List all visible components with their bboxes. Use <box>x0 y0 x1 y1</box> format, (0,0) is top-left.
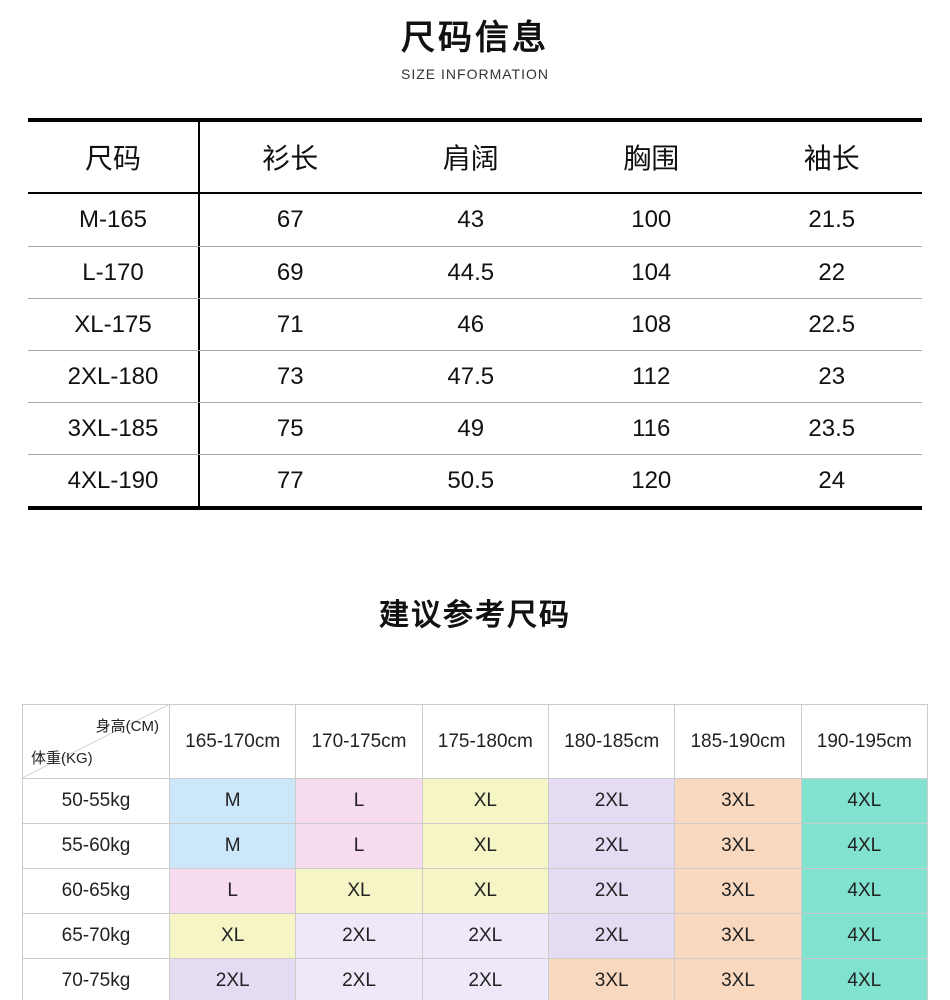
size-label: 4XL-190 <box>28 455 200 506</box>
measure-value: 46 <box>457 310 485 338</box>
table-row: M-165 67 43 100 21.5 <box>28 194 922 246</box>
measurement-header-row: 尺码 衫长 肩阔 胸围 袖长 <box>28 122 922 194</box>
recommended-size-cell: 2XL <box>169 958 296 1000</box>
table-row: 2XL-180 73 47.5 112 23 <box>28 350 922 402</box>
measure-value: 104 <box>631 258 672 286</box>
measure-value: 49 <box>457 414 485 442</box>
column-header-shoulder-width: 肩阔 <box>442 143 499 174</box>
weight-range-label: 50-55kg <box>23 778 169 823</box>
measure-value: 75 <box>276 414 304 442</box>
recommended-size-cell: 3XL <box>674 778 801 823</box>
height-range-header: 185-190cm <box>674 705 801 778</box>
measure-value: 24 <box>818 466 846 494</box>
recommended-size-cell: XL <box>421 823 548 868</box>
measure-value: 44.5 <box>447 258 495 286</box>
recommended-size-cell: 2XL <box>548 778 675 823</box>
size-recommendation-table: 身高(CM) 体重(KG) 165-170cm 170-175cm 175-18… <box>22 704 928 1000</box>
recommended-size-cell: XL <box>421 778 548 823</box>
recommended-size-cell: XL <box>421 868 548 913</box>
recommendation-row: 55-60kg M L XL 2XL 3XL 4XL <box>23 823 927 868</box>
recommended-size-cell: 2XL <box>295 913 422 958</box>
recommended-size-cell: 2XL <box>421 958 548 1000</box>
measure-value: 21.5 <box>808 206 856 233</box>
page-subtitle: SIZE INFORMATION <box>401 66 549 82</box>
recommended-size-cell: L <box>295 823 422 868</box>
height-range-header: 165-170cm <box>169 705 296 778</box>
column-header-sleeve-length: 袖长 <box>803 143 860 174</box>
height-range-header: 175-180cm <box>421 705 548 778</box>
recommended-size-cell: 3XL <box>674 823 801 868</box>
recommended-size-cell: 4XL <box>800 778 927 823</box>
recommended-size-cell: 4XL <box>800 868 927 913</box>
recommended-size-cell: XL <box>169 913 296 958</box>
table-row: 3XL-185 75 49 116 23.5 <box>28 402 922 454</box>
measure-value: 69 <box>276 258 304 286</box>
weight-range-label: 55-60kg <box>23 823 169 868</box>
measure-value: 22.5 <box>808 310 856 338</box>
measure-value: 100 <box>631 206 672 233</box>
page-header: 尺码信息 SIZE INFORMATION <box>0 0 950 82</box>
recommendation-header-row: 身高(CM) 体重(KG) 165-170cm 170-175cm 175-18… <box>23 705 927 778</box>
measure-value: 108 <box>631 310 672 338</box>
measure-value: 50.5 <box>447 466 495 494</box>
measure-value: 23.5 <box>808 414 856 442</box>
measure-value: 77 <box>276 466 304 494</box>
table-row: XL-175 71 46 108 22.5 <box>28 298 922 350</box>
recommended-size-cell: XL <box>295 868 422 913</box>
section-title: 建议参考尺码 <box>379 599 571 632</box>
size-label: 3XL-185 <box>28 403 200 454</box>
column-header-size: 尺码 <box>28 122 200 192</box>
recommended-size-cell: 4XL <box>800 913 927 958</box>
table-row: L-170 69 44.5 104 22 <box>28 246 922 298</box>
size-label: M-165 <box>28 194 200 246</box>
size-label: 2XL-180 <box>28 351 200 402</box>
recommended-size-cell: 2XL <box>548 868 675 913</box>
page-title: 尺码信息 <box>401 19 549 57</box>
recommendation-row: 60-65kg L XL XL 2XL 3XL 4XL <box>23 868 927 913</box>
size-label: XL-175 <box>28 299 200 350</box>
measure-value: 112 <box>632 362 671 390</box>
recommended-size-cell: 3XL <box>674 958 801 1000</box>
weight-range-label: 60-65kg <box>23 868 169 913</box>
size-label: L-170 <box>28 247 200 298</box>
table-row: 4XL-190 77 50.5 120 24 <box>28 454 922 506</box>
height-range-header: 170-175cm <box>295 705 422 778</box>
recommended-size-cell: 3XL <box>674 913 801 958</box>
measure-value: 43 <box>457 206 485 233</box>
column-header-shirt-length: 衫长 <box>262 143 319 174</box>
recommended-size-cell: 4XL <box>800 823 927 868</box>
recommendation-row: 65-70kg XL 2XL 2XL 2XL 3XL 4XL <box>23 913 927 958</box>
measure-value: 71 <box>276 310 304 338</box>
measure-value: 73 <box>276 362 304 390</box>
weight-range-label: 65-70kg <box>23 913 169 958</box>
recommended-size-cell: 3XL <box>674 868 801 913</box>
size-measurement-table: 尺码 衫长 肩阔 胸围 袖长 M-165 67 43 100 21.5 L-17… <box>28 118 922 510</box>
recommended-size-cell: 2XL <box>421 913 548 958</box>
column-header-chest: 胸围 <box>623 143 680 174</box>
corner-cell: 身高(CM) 体重(KG) <box>23 705 169 778</box>
recommendation-row: 50-55kg M L XL 2XL 3XL 4XL <box>23 778 927 823</box>
height-axis-label: 身高(CM) <box>95 718 159 735</box>
recommended-size-cell: 4XL <box>800 958 927 1000</box>
weight-range-label: 70-75kg <box>23 958 169 1000</box>
recommended-size-cell: M <box>169 823 296 868</box>
height-range-header: 180-185cm <box>548 705 675 778</box>
recommended-size-cell: L <box>169 868 296 913</box>
recommended-size-cell: 2XL <box>548 913 675 958</box>
recommended-size-cell: L <box>295 778 422 823</box>
measure-value: 22 <box>818 258 846 286</box>
measure-value: 47.5 <box>447 362 495 390</box>
measure-value: 116 <box>632 414 671 442</box>
recommendation-row: 70-75kg 2XL 2XL 2XL 3XL 3XL 4XL <box>23 958 927 1000</box>
weight-axis-label: 体重(KG) <box>31 750 93 767</box>
recommended-size-cell: 3XL <box>548 958 675 1000</box>
measure-value: 23 <box>818 362 846 390</box>
height-range-header: 190-195cm <box>800 705 927 778</box>
measure-value: 67 <box>276 206 304 233</box>
recommended-size-cell: M <box>169 778 296 823</box>
recommended-size-cell: 2XL <box>548 823 675 868</box>
measure-value: 120 <box>631 466 672 494</box>
recommended-size-cell: 2XL <box>295 958 422 1000</box>
